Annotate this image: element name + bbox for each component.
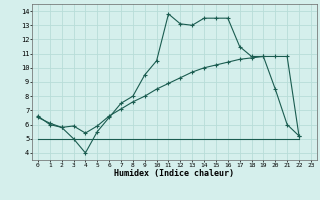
X-axis label: Humidex (Indice chaleur): Humidex (Indice chaleur) [115,169,234,178]
